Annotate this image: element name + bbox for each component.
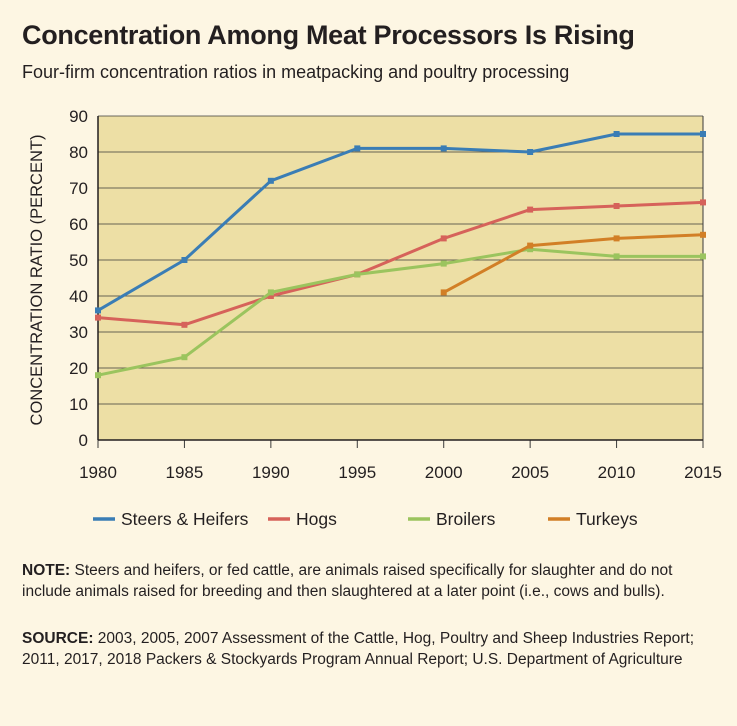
data-point-broilers	[181, 354, 188, 361]
x-tick-label: 2015	[684, 463, 722, 482]
data-point-broilers	[267, 289, 274, 296]
data-point-steers-heifers	[95, 307, 101, 314]
data-point-hogs	[181, 321, 188, 328]
legend-label-steers-heifers: Steers & Heifers	[121, 509, 249, 529]
x-tick-label: 1985	[166, 463, 204, 482]
series-line-hogs	[97, 200, 704, 327]
series-line-broilers	[97, 247, 703, 377]
data-point-turkeys	[440, 289, 447, 296]
y-tick-label: 80	[69, 143, 88, 162]
data-point-steers-heifers	[613, 131, 620, 137]
data-point-hogs	[527, 206, 534, 213]
chart-title: Concentration Among Meat Processors Is R…	[22, 20, 635, 50]
data-point-turkeys	[527, 242, 534, 249]
data-point-steers-heifers	[440, 145, 447, 152]
legend-label-hogs: Hogs	[296, 509, 337, 529]
series-line-turkeys	[443, 233, 704, 294]
data-point-hogs	[440, 235, 447, 242]
data-point-hogs	[700, 199, 706, 206]
series-line-steers-heifers	[97, 132, 703, 312]
data-point-steers-heifers	[700, 131, 706, 137]
plot-area	[98, 116, 703, 440]
note-paragraph: NOTE: Steers and heifers, or fed cattle,…	[22, 560, 717, 602]
x-tick-label: 2010	[598, 463, 636, 482]
data-point-steers-heifers	[354, 145, 361, 152]
source-paragraph: SOURCE: 2003, 2005, 2007 Assessment of t…	[22, 628, 717, 670]
y-tick-label: 30	[69, 323, 88, 342]
note-label: NOTE:	[22, 562, 71, 579]
chart-subtitle: Four-firm concentration ratios in meatpa…	[22, 62, 570, 82]
data-point-turkeys	[700, 231, 706, 238]
y-tick-label: 70	[69, 179, 88, 198]
y-axis-title: CONCENTRATION RATIO (PERCENT)	[28, 135, 46, 426]
source-label: SOURCE:	[22, 630, 94, 647]
x-tick-label: 1980	[79, 463, 117, 482]
y-tick-label: 50	[69, 251, 88, 270]
legend-label-broilers: Broilers	[436, 509, 496, 529]
data-point-hogs	[613, 203, 620, 209]
y-tick-label: 60	[69, 215, 88, 234]
data-point-broilers	[95, 372, 101, 379]
data-point-broilers	[440, 260, 447, 267]
x-tick-label: 1995	[338, 463, 376, 482]
x-tick-label: 2005	[511, 463, 549, 482]
note-text: Steers and heifers, or fed cattle, are a…	[22, 562, 673, 600]
line-chart: 0 10 20 30 40 50 60 70 80 90 1980 1985 1990 1995 2000 2…	[28, 107, 722, 529]
data-point-broilers	[613, 253, 620, 260]
data-point-steers-heifers	[267, 177, 274, 184]
data-point-broilers	[354, 271, 361, 278]
y-tick-label: 40	[69, 287, 88, 306]
x-tick-label: 2000	[425, 463, 463, 482]
legend-label-turkeys: Turkeys	[576, 509, 638, 529]
x-tick-label: 1990	[252, 463, 290, 482]
source-text: 2003, 2005, 2007 Assessment of the Cattl…	[22, 630, 695, 668]
data-point-steers-heifers	[181, 257, 188, 263]
y-tick-label: 0	[79, 431, 88, 450]
data-point-steers-heifers	[527, 149, 534, 155]
y-tick-label: 90	[69, 107, 88, 126]
data-point-hogs	[267, 293, 274, 299]
data-point-hogs	[95, 314, 101, 321]
data-point-broilers	[527, 246, 534, 253]
y-tick-label: 10	[69, 395, 88, 414]
data-point-turkeys	[613, 235, 620, 242]
y-tick-label: 20	[69, 359, 88, 378]
data-point-broilers	[700, 253, 706, 260]
